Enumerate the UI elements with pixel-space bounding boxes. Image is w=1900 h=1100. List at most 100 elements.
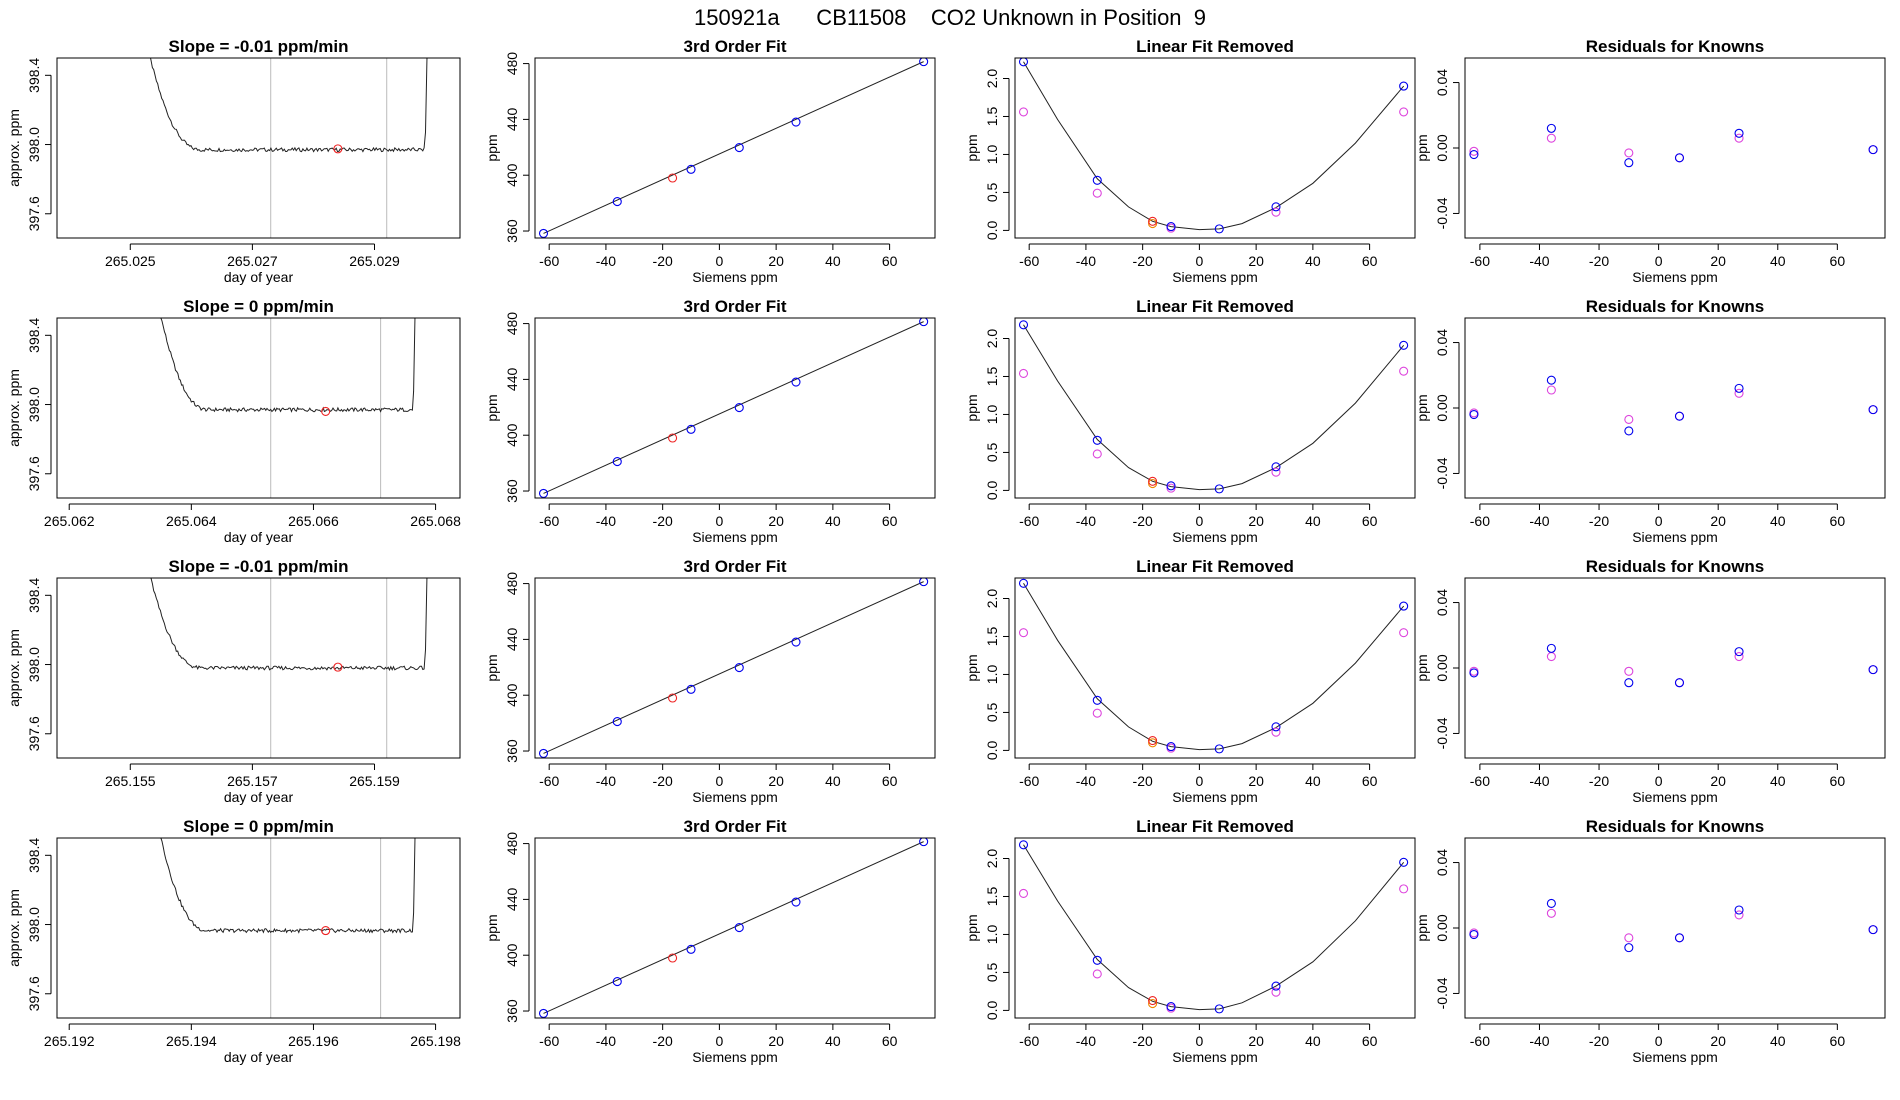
y-tick-label: 360 — [504, 739, 520, 763]
x-axis: 265.192 265.194 265.196 265.198 day of year — [44, 1023, 461, 1065]
known-point — [1399, 601, 1409, 611]
plot-area — [538, 58, 929, 238]
known-point — [1018, 840, 1029, 850]
x-tick-label: -40 — [1529, 513, 1549, 529]
x-axis: -60 -40 -20 0 20 40 60 Siemens ppm — [1019, 243, 1378, 285]
x-axis-label: Siemens ppm — [1632, 269, 1718, 285]
x-tick-label: 0 — [1195, 253, 1203, 269]
known-alt-point — [1546, 385, 1556, 395]
y-axis: -0.04 0.00 0.04 ppm — [1414, 849, 1460, 1009]
plot-frame — [56, 577, 461, 759]
plot-area — [1018, 578, 1409, 754]
y-axis-label: approx. ppm — [6, 889, 22, 967]
plot-area — [150, 578, 428, 758]
panel-title: Linear Fit Removed — [1136, 37, 1294, 56]
x-tick-label: 40 — [1305, 773, 1321, 789]
x-tick-label: 40 — [825, 1033, 841, 1049]
unknown-point — [668, 433, 678, 443]
x-tick-label: -40 — [596, 773, 616, 789]
x-tick-label: 0 — [1655, 513, 1663, 529]
plot-frame — [1014, 577, 1416, 759]
unknown-marker — [333, 662, 343, 672]
x-tick-label: -60 — [1470, 253, 1490, 269]
known-point — [1624, 426, 1634, 436]
known-point — [1624, 158, 1634, 168]
y-axis: 360 400 440 480 ppm — [484, 312, 530, 503]
plot-frame — [56, 317, 461, 499]
x-tick-label: 60 — [1830, 513, 1846, 529]
x-tick-label: 40 — [825, 773, 841, 789]
known-alt-point — [1546, 908, 1556, 918]
panel-r0-c2: Linear Fit Removed -60 -40 -20 0 20 40 60 Siemen… — [964, 37, 1416, 285]
x-tick-label: 60 — [1362, 773, 1378, 789]
plot-area — [1469, 898, 1878, 953]
known-point — [791, 637, 801, 647]
panel-title: Residuals for Knowns — [1586, 817, 1765, 836]
x-axis: -60 -40 -20 0 20 40 60 Siemens ppm — [1470, 243, 1845, 285]
y-tick-label: 0.04 — [1434, 589, 1450, 616]
plot-area — [1469, 375, 1878, 436]
plot-area — [160, 318, 416, 498]
x-tick-label: 0 — [1655, 773, 1663, 789]
y-axis: 0.0 0.5 1.0 1.5 2.0 ppm — [964, 69, 1010, 240]
x-tick-label: -40 — [1529, 773, 1549, 789]
x-tick-label: -60 — [539, 253, 559, 269]
y-tick-label: 398.0 — [26, 907, 42, 942]
y-axis: -0.04 0.00 0.04 ppm — [1414, 329, 1460, 489]
y-tick-label: 0.5 — [984, 962, 1000, 982]
x-tick-label: -60 — [1470, 1033, 1490, 1049]
plot-area — [538, 578, 929, 758]
known-alt-point — [1734, 388, 1744, 398]
known-point — [919, 578, 929, 587]
y-tick-label: 440 — [504, 368, 520, 392]
y-tick-label: 0.00 — [1434, 394, 1450, 421]
y-tick-label: 0.0 — [984, 480, 1000, 500]
known-point — [1674, 933, 1685, 943]
unknown-alt-point — [1148, 219, 1158, 229]
x-tick-label: 20 — [1248, 253, 1264, 269]
x-tick-label: 20 — [1248, 513, 1264, 529]
y-axis-label: ppm — [1414, 394, 1430, 421]
x-tick-label: -60 — [1019, 1033, 1039, 1049]
x-tick-label: 0 — [1195, 1033, 1203, 1049]
x-axis-label: Siemens ppm — [1632, 529, 1718, 545]
known-alt-point — [1092, 969, 1102, 979]
plot-area — [1018, 58, 1409, 234]
panel-r0-c1: 3rd Order Fit -60 -40 -20 0 20 40 60 Siemens ppm… — [484, 37, 936, 285]
known-point — [538, 488, 549, 498]
panel-r1-c2: Linear Fit Removed -60 -40 -20 0 20 40 60 Siemen… — [964, 297, 1416, 545]
known-point — [1469, 409, 1479, 420]
panel-r3-c1: 3rd Order Fit -60 -40 -20 0 20 40 60 Siemens ppm… — [484, 817, 936, 1065]
known-point — [686, 944, 696, 954]
fit-line — [543, 841, 924, 1014]
y-tick-label: -0.04 — [1434, 977, 1450, 1009]
y-tick-label: 2.0 — [984, 69, 1000, 89]
y-tick-label: 400 — [504, 943, 520, 967]
known-point — [734, 403, 744, 413]
known-point — [1271, 981, 1281, 991]
x-tick-label: 40 — [1770, 253, 1786, 269]
known-point — [1868, 665, 1878, 675]
y-tick-label: 397.6 — [26, 196, 42, 231]
x-tick-label: 265.198 — [410, 1033, 461, 1049]
x-tick-label: 265.194 — [166, 1033, 217, 1049]
plot-area — [160, 838, 416, 1018]
plot-frame — [1014, 317, 1416, 499]
known-point — [1868, 145, 1878, 155]
plot-area — [538, 318, 929, 498]
x-tick-label: 20 — [1248, 1033, 1264, 1049]
known-point — [1092, 435, 1102, 445]
x-axis: -60 -40 -20 0 20 40 60 Siemens ppm — [539, 763, 898, 805]
y-tick-label: 0.00 — [1434, 914, 1450, 941]
y-axis: -0.04 0.00 0.04 ppm — [1414, 589, 1460, 749]
x-tick-label: 0 — [1195, 513, 1203, 529]
y-tick-label: 480 — [504, 52, 520, 76]
y-tick-label: 360 — [504, 999, 520, 1023]
y-tick-label: 440 — [504, 888, 520, 912]
x-tick-label: -40 — [1076, 253, 1096, 269]
